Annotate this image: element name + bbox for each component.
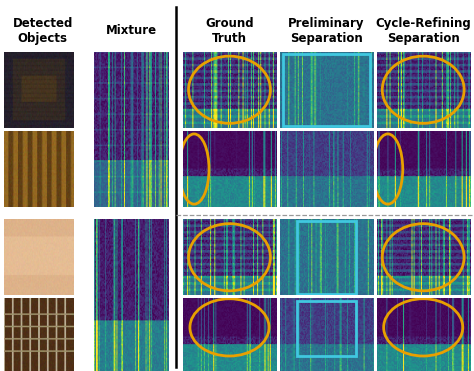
Text: Mixture: Mixture — [106, 24, 157, 37]
Text: Preliminary
Separation: Preliminary Separation — [288, 17, 365, 45]
Bar — [297, 301, 356, 356]
Text: Cycle-Refining
Separation: Cycle-Refining Separation — [375, 17, 471, 45]
Bar — [283, 54, 370, 126]
Bar — [297, 221, 356, 294]
Text: Detected
Objects: Detected Objects — [13, 17, 73, 45]
Text: Ground
Truth: Ground Truth — [205, 17, 254, 45]
